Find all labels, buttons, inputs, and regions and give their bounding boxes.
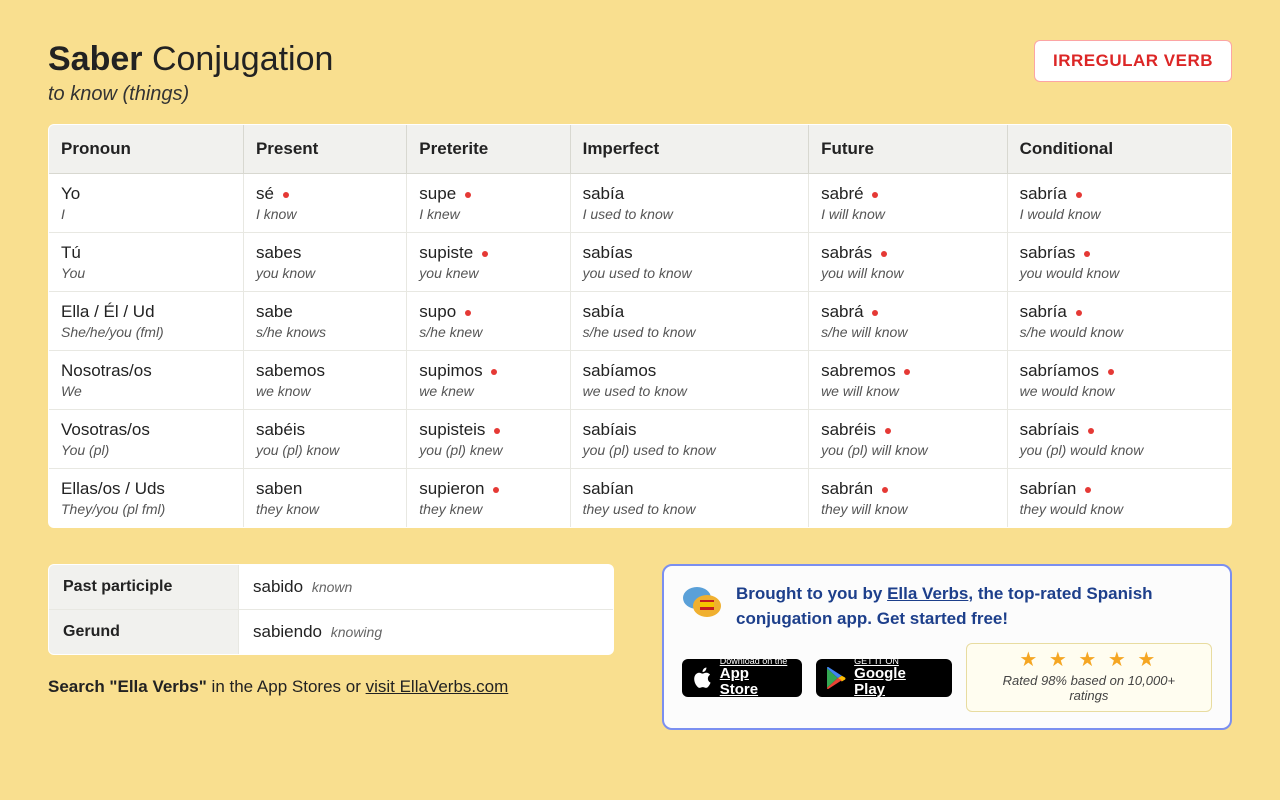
rating-box: ★ ★ ★ ★ ★ Rated 98% based on 10,000+ rat… [966, 643, 1212, 712]
irregular-dot-icon [1088, 428, 1094, 434]
conjugation-cell: supiste you knew [407, 233, 570, 292]
irregular-dot-icon [882, 487, 888, 493]
pronoun-cell: Ella / Él / UdShe/he/you (fml) [49, 292, 244, 351]
gerund-value: sabiendo knowing [239, 610, 614, 655]
conjugation-cell: sabréis you (pl) will know [809, 410, 1008, 469]
conjugation-cell: sabríais you (pl) would know [1007, 410, 1231, 469]
irregular-dot-icon [493, 487, 499, 493]
ellaverbs-link[interactable]: visit EllaVerbs.com [366, 677, 509, 696]
pronoun-cell: Nosotras/osWe [49, 351, 244, 410]
conjugation-cell: supe I knew [407, 174, 570, 233]
conjugation-cell: supisteis you (pl) knew [407, 410, 570, 469]
rating-text: Rated 98% based on 10,000+ ratings [983, 673, 1195, 703]
conjugation-cell: supimos we knew [407, 351, 570, 410]
app-store-button[interactable]: Download on the App Store [682, 659, 802, 697]
conjugation-cell: supo s/he knew [407, 292, 570, 351]
irregular-dot-icon [1085, 487, 1091, 493]
table-row: Ellas/os / UdsThey/you (pl fml)saben the… [49, 469, 1232, 528]
google-play-icon [826, 667, 846, 689]
pronoun-cell: YoI [49, 174, 244, 233]
star-icons: ★ ★ ★ ★ ★ [983, 650, 1195, 670]
col-conditional: Conditional [1007, 125, 1231, 174]
conjugation-cell: sabrían they would know [1007, 469, 1231, 528]
col-future: Future [809, 125, 1008, 174]
speech-bubble-icon [682, 582, 722, 622]
irregular-dot-icon [872, 192, 878, 198]
conjugation-cell: sabía s/he used to know [570, 292, 808, 351]
promo-box: Brought to you by Ella Verbs, the top-ra… [662, 564, 1232, 730]
conjugation-cell: sabes you know [243, 233, 406, 292]
conjugation-cell: sabían they used to know [570, 469, 808, 528]
table-row: YoIsé I knowsupe I knewsabía I used to k… [49, 174, 1232, 233]
irregular-dot-icon [283, 192, 289, 198]
table-row: TúYousabes you knowsupiste you knewsabía… [49, 233, 1232, 292]
conjugation-cell: sabe s/he knows [243, 292, 406, 351]
conjugation-cell: sabremos we will know [809, 351, 1008, 410]
past-participle-label: Past participle [49, 565, 239, 610]
gerund-label: Gerund [49, 610, 239, 655]
conjugation-cell: sabíamos we used to know [570, 351, 808, 410]
irregular-dot-icon [482, 251, 488, 257]
conjugation-cell: sabríamos we would know [1007, 351, 1231, 410]
irregular-dot-icon [881, 251, 887, 257]
pronoun-cell: Vosotras/osYou (pl) [49, 410, 244, 469]
irregular-dot-icon [494, 428, 500, 434]
table-row: Vosotras/osYou (pl)sabéis you (pl) knows… [49, 410, 1232, 469]
conjugation-cell: sabría s/he would know [1007, 292, 1231, 351]
conjugation-cell: sabrías you would know [1007, 233, 1231, 292]
past-participle-value: sabido known [239, 565, 614, 610]
col-imperfect: Imperfect [570, 125, 808, 174]
conjugation-cell: sabéis you (pl) know [243, 410, 406, 469]
pronoun-cell: Ellas/os / UdsThey/you (pl fml) [49, 469, 244, 528]
irregular-dot-icon [465, 310, 471, 316]
irregular-dot-icon [872, 310, 878, 316]
conjugation-cell: sabrás you will know [809, 233, 1008, 292]
table-row: Ella / Él / UdShe/he/you (fml)sabe s/he … [49, 292, 1232, 351]
forms-table: Past participle sabido known Gerund sabi… [48, 564, 614, 655]
conjugation-cell: sabíais you (pl) used to know [570, 410, 808, 469]
irregular-dot-icon [491, 369, 497, 375]
conjugation-cell: saben they know [243, 469, 406, 528]
ella-verbs-link[interactable]: Ella Verbs [887, 584, 968, 603]
google-play-button[interactable]: GET IT ON Google Play [816, 659, 951, 697]
irregular-dot-icon [1084, 251, 1090, 257]
table-row: Nosotras/osWesabemos we knowsupimos we k… [49, 351, 1232, 410]
conjugation-cell: sabía I used to know [570, 174, 808, 233]
irregular-dot-icon [904, 369, 910, 375]
page-title: Saber Conjugation [48, 40, 333, 79]
irregular-dot-icon [1076, 192, 1082, 198]
irregular-dot-icon [1076, 310, 1082, 316]
conjugation-cell: sabrán they will know [809, 469, 1008, 528]
verb-name: Saber [48, 40, 143, 78]
title-suffix: Conjugation [152, 40, 333, 78]
conjugation-table: PronounPresentPreteriteImperfectFutureCo… [48, 124, 1232, 528]
promo-text: Brought to you by Ella Verbs, the top-ra… [736, 582, 1212, 631]
conjugation-cell: sabría I would know [1007, 174, 1231, 233]
conjugation-cell: sabrá s/he will know [809, 292, 1008, 351]
col-preterite: Preterite [407, 125, 570, 174]
conjugation-cell: sabemos we know [243, 351, 406, 410]
conjugation-cell: sabías you used to know [570, 233, 808, 292]
pronoun-cell: TúYou [49, 233, 244, 292]
irregular-dot-icon [1108, 369, 1114, 375]
conjugation-cell: supieron they knew [407, 469, 570, 528]
verb-meaning: to know (things) [48, 83, 333, 106]
col-present: Present [243, 125, 406, 174]
irregular-dot-icon [465, 192, 471, 198]
apple-icon [692, 666, 712, 690]
irregular-dot-icon [885, 428, 891, 434]
conjugation-cell: sabré I will know [809, 174, 1008, 233]
conjugation-cell: sé I know [243, 174, 406, 233]
col-pronoun: Pronoun [49, 125, 244, 174]
irregular-badge: IRREGULAR VERB [1034, 40, 1232, 82]
search-instruction: Search "Ella Verbs" in the App Stores or… [48, 677, 614, 697]
